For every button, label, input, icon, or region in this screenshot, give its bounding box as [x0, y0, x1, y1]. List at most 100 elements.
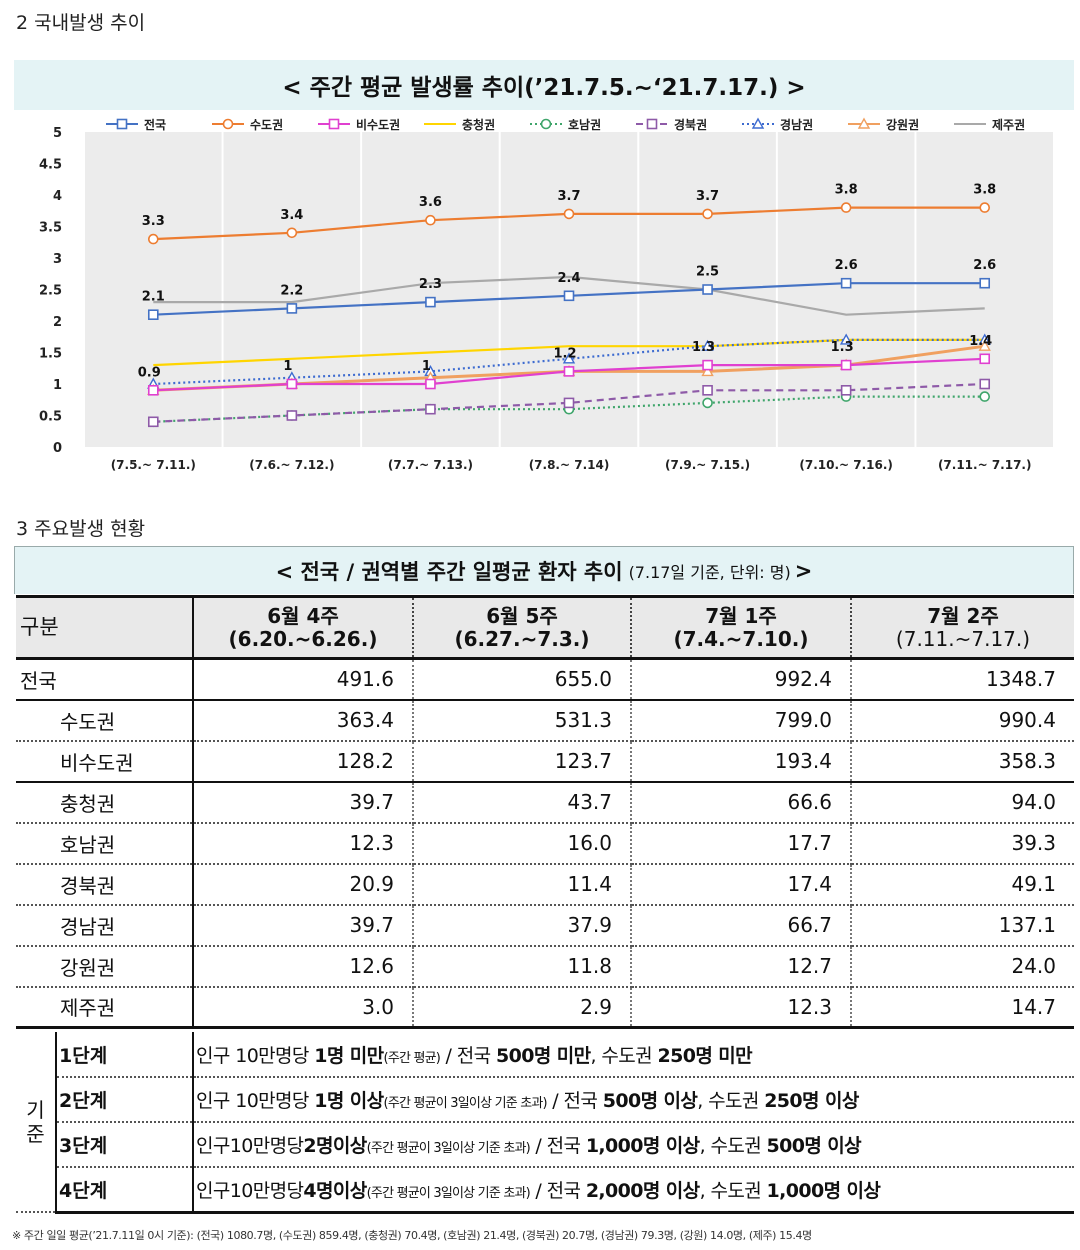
x-tick-label: (7.8.~ 7.14) [529, 458, 610, 472]
cell-value: 94.0 [851, 781, 1074, 824]
data-label: 1 [422, 359, 431, 374]
data-point [147, 233, 159, 245]
series-line-제주권 [153, 275, 985, 316]
legend-marker [540, 118, 552, 130]
row-name: 전국 [16, 658, 194, 701]
data-label: 2.1 [142, 290, 165, 305]
week-range: (7.11.~7.17.) [895, 626, 1031, 651]
data-label: 1.4 [969, 334, 992, 349]
data-label: 3.7 [557, 189, 580, 204]
desc-part: 인구10만명당 [196, 1179, 304, 1202]
data-point [840, 359, 852, 371]
data-point [563, 366, 575, 377]
desc-bold: 500명 미만 [495, 1044, 591, 1067]
data-label: 2.5 [696, 265, 719, 280]
table-title: < 전국 / 권역별 주간 일평균 환자 추이 (7.17일 기준, 단위: 명… [14, 546, 1074, 594]
y-tick-label: 3.5 [39, 221, 62, 236]
week-label: 7월 1주 [705, 603, 777, 628]
x-tick-label: (7.10.~ 7.16.) [799, 458, 893, 472]
cell-value: 16.0 [413, 822, 632, 865]
footnote: ※ 주간 일일 평균(’21.7.11일 0시 기준): (전국) 1080.7… [12, 1229, 812, 1242]
legend-marker [857, 117, 871, 129]
criteria-row: 기준 1단계 인구 10만명당 1명 미만(주간 평균) / 전국 500명 미… [16, 1032, 1074, 1213]
row-name: 경북권 [16, 863, 194, 906]
y-tick-label: 4.5 [39, 158, 62, 173]
data-point [701, 339, 714, 351]
data-label: 3.8 [835, 183, 858, 198]
chart-title: < 주간 평균 발생률 추이(’21.7.5.~‘21.7.17.) > [14, 60, 1074, 110]
criteria-desc: 인구10만명당4명이상(주간 평균이 3일이상 기준 초과) / 전국 2,00… [193, 1167, 1074, 1214]
criteria-desc: 인구 10만명당 1명 이상(주간 평균이 3일이상 기준 초과) / 전국 5… [193, 1077, 1074, 1123]
cell-value: 49.1 [851, 863, 1074, 906]
criteria-desc: 인구 10만명당 1명 미만(주간 평균) / 전국 500명 미만, 수도권 … [193, 1032, 1074, 1078]
row-name: 경남권 [16, 904, 194, 947]
desc-part: / 전국 [546, 1090, 603, 1112]
data-label: 2.6 [835, 258, 858, 273]
cell-value: 992.4 [631, 658, 852, 701]
desc-bold: 1,000명 이상 [585, 1135, 700, 1157]
x-tick-label: (7.6.~ 7.12.) [249, 458, 334, 472]
cell-value: 39.3 [851, 822, 1074, 865]
table-row: 경북권 20.9 11.4 17.4 49.1 [16, 863, 1074, 906]
data-point [839, 333, 853, 345]
y-tick-label: 0 [53, 441, 62, 456]
data-label: 1.3 [831, 340, 854, 355]
desc-small: (주간 평균이 3일이상 기준 초과) [366, 1141, 531, 1156]
data-point [563, 397, 575, 409]
desc-bold: 1명 이상 [314, 1090, 384, 1112]
data-point [147, 384, 159, 396]
data-point [286, 410, 298, 421]
data-label: 0.9 [138, 365, 161, 380]
header-week-3: 7월 1주 (7.4.~7.10.) [631, 595, 852, 660]
data-point [563, 208, 575, 220]
data-point [702, 384, 713, 396]
table-row: 전국 491.6 655.0 992.4 1348.7 [16, 658, 1074, 701]
table-title-main: < 전국 / 권역별 주간 일평균 환자 추이 [275, 559, 623, 584]
data-label: 3.7 [696, 189, 719, 204]
criteria-desc: 인구10만명당2명이상(주간 평균이 3일이상 기준 초과) / 전국 1,00… [193, 1122, 1074, 1168]
data-label: 1.2 [553, 346, 576, 361]
legend-marker [646, 118, 658, 130]
y-tick-label: 1.5 [39, 347, 62, 362]
row-name: 호남권 [16, 822, 194, 865]
row-name: 강원권 [16, 945, 194, 988]
data-point [840, 202, 852, 213]
criteria-stage: 1단계 [56, 1032, 194, 1078]
legend-label: 충청권 [462, 117, 495, 132]
cell-value: 12.7 [631, 945, 852, 988]
cell-value: 11.4 [413, 863, 632, 906]
desc-small: (주간 평균이 3일이상 기준 초과) [366, 1185, 531, 1201]
legend-label: 호남권 [568, 117, 601, 132]
data-point [563, 290, 575, 302]
x-tick-label: (7.7.~ 7.13.) [388, 458, 473, 472]
data-point [425, 378, 436, 390]
row-name: 수도권 [16, 699, 194, 742]
desc-part: , 수도권 [699, 1135, 767, 1157]
cell-value: 193.4 [631, 740, 852, 783]
data-label: 3.4 [280, 208, 303, 223]
legend-label: 경북권 [674, 118, 707, 132]
cell-value: 12.3 [193, 822, 414, 865]
data-point [979, 391, 991, 402]
cell-value: 66.6 [631, 781, 852, 824]
cell-value: 128.2 [193, 740, 414, 783]
data-point [425, 214, 436, 226]
weekly-average-table: 구분 6월 4주 (6.20.~6.26.) 6월 5주 (6.27.~7.3.) … [16, 595, 1074, 1029]
desc-part: / 전국 [529, 1179, 586, 1202]
table-row: 호남권 12.3 16.0 17.7 39.3 [16, 822, 1074, 865]
table-row: 경남권 39.7 37.9 66.7 137.1 [16, 904, 1074, 947]
data-label: 3.6 [419, 195, 442, 210]
legend-label: 비수도권 [356, 117, 400, 132]
cell-value: 66.7 [631, 904, 852, 947]
cell-value: 14.7 [851, 986, 1074, 1029]
data-point [979, 277, 991, 289]
cell-value: 358.3 [851, 740, 1074, 783]
week-range: (7.4.~7.10.) [673, 626, 809, 651]
x-tick-label: (7.11.~ 7.17.) [938, 458, 1032, 472]
criteria-label-text: 기준 [26, 1097, 45, 1146]
table-row: 비수도권 128.2 123.7 193.4 358.3 [16, 740, 1074, 783]
desc-part: 인구 10만명당 [196, 1090, 315, 1112]
y-tick-label: 2.5 [39, 284, 62, 299]
criteria-row: 2단계 인구 10만명당 1명 이상(주간 평균이 3일이상 기준 초과) / … [16, 1077, 1074, 1123]
desc-small: (주간 평균) [383, 1050, 441, 1066]
